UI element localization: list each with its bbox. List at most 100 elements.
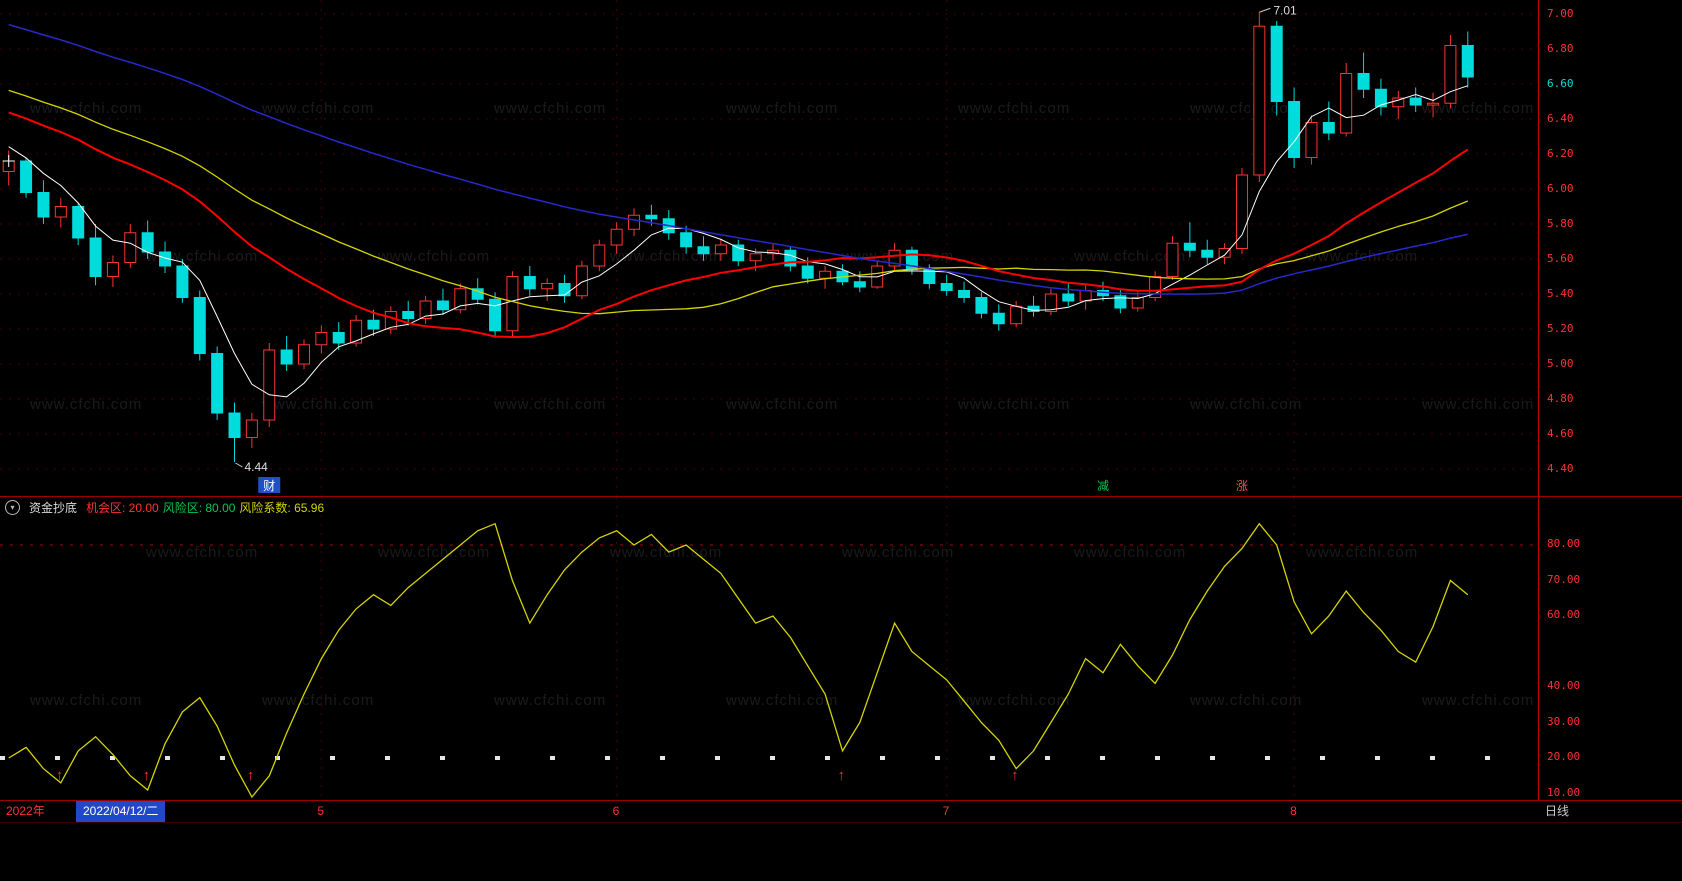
watermark-text: www.cfchi.com	[262, 396, 375, 413]
candle-body	[124, 232, 137, 263]
low-price-label: 4.44	[245, 460, 269, 474]
watermark-text: www.cfchi.com	[1306, 544, 1419, 561]
high-price-label: 7.01	[1273, 3, 1297, 17]
candle-body	[37, 192, 50, 218]
candle-body	[454, 288, 467, 311]
buy-signal-arrow-icon: ↑	[143, 767, 151, 784]
event-marker: 减	[1097, 479, 1109, 493]
watermark-text: www.cfchi.com	[610, 248, 723, 265]
candle-body	[315, 332, 328, 346]
ma-line-MA60	[8, 23, 1468, 295]
buy-signal-arrow-icon: ↑	[56, 767, 64, 784]
ma-line-MA5	[8, 85, 1468, 398]
candle-body	[801, 265, 814, 279]
candle-body	[1114, 295, 1127, 309]
month-label: 7	[942, 804, 950, 818]
price-axis-label: 5.60	[1547, 252, 1574, 265]
year-label: 2022年	[6, 804, 45, 818]
candle-body	[819, 270, 832, 279]
watermark-text: www.cfchi.com	[610, 544, 723, 561]
candle-body	[1374, 88, 1387, 108]
watermark-text: www.cfchi.com	[726, 100, 839, 117]
watermark-text: www.cfchi.com	[494, 396, 607, 413]
price-axis-label: 5.80	[1547, 217, 1574, 230]
price-axis-label: 5.00	[1547, 357, 1574, 370]
main-candlestick-panel[interactable]: 7.01 4.44 财 减 涨	[0, 0, 1538, 496]
watermark-text: www.cfchi.com	[1190, 100, 1303, 117]
watermark-text: www.cfchi.com	[958, 396, 1071, 413]
candle-body	[176, 265, 189, 298]
indicator-params: 机会区: 20.00 风险区: 80.00 风险系数: 65.96	[86, 499, 328, 516]
indicator-collapse-icon[interactable]: ▾	[5, 500, 20, 515]
candle-body	[992, 312, 1005, 325]
candle-body	[1218, 248, 1231, 258]
month-label: 6	[612, 804, 620, 818]
price-axis-label: 4.60	[1547, 427, 1574, 440]
indicator-axis-label: 20.00	[1547, 750, 1581, 763]
watermark-text: www.cfchi.com	[30, 100, 143, 117]
candle-body	[1270, 25, 1283, 102]
watermark-text: www.cfchi.com	[378, 248, 491, 265]
low-pointer	[235, 462, 243, 468]
candle-body	[280, 349, 293, 365]
indicator-axis-label: 60.00	[1547, 608, 1581, 621]
candle-body	[1340, 73, 1353, 134]
watermark-text: www.cfchi.com	[1190, 692, 1303, 709]
event-marker: 涨	[1236, 478, 1248, 493]
watermark-text: www.cfchi.com	[1074, 248, 1187, 265]
price-axis-label: 6.00	[1547, 182, 1574, 195]
watermark-text: www.cfchi.com	[262, 100, 375, 117]
candle-body	[419, 300, 432, 319]
candle-body	[1409, 97, 1422, 106]
buy-signal-arrow-icon: ↑	[247, 767, 255, 784]
candle-body	[888, 249, 901, 267]
cursor-date-badge: 2022/04/12/二	[76, 801, 166, 822]
candle-body	[263, 349, 276, 421]
watermark-text: www.cfchi.com	[30, 396, 143, 413]
candle-body	[628, 214, 641, 230]
watermark-text: www.cfchi.com	[146, 544, 259, 561]
candle-body	[1444, 45, 1457, 104]
candle-body	[1461, 45, 1474, 78]
candle-body	[541, 283, 554, 290]
candle-body	[489, 298, 502, 332]
high-pointer	[1259, 7, 1271, 13]
candle-body	[1253, 25, 1266, 176]
watermark-text: www.cfchi.com	[1190, 396, 1303, 413]
watermark-text: www.cfchi.com	[842, 544, 955, 561]
price-axis-column: 7.00 6.80 6.60 6.40 6.20 6.00 5.80 5.60 5.40 5.20…	[1538, 0, 1682, 822]
candle-body	[506, 276, 519, 332]
watermark-text: www.cfchi.com	[958, 692, 1071, 709]
candle-body	[471, 288, 484, 300]
watermark-text: www.cfchi.com	[378, 544, 491, 561]
candle-body	[297, 344, 310, 365]
indicator-param: 风险区: 80.00	[162, 501, 236, 515]
price-axis-label: 7.00	[1547, 7, 1574, 20]
price-axis-label: 6.20	[1547, 147, 1574, 160]
price-axis-label: 6.80	[1547, 42, 1574, 55]
indicator-panel[interactable]: ↑ ↑ ↑ ↑ ↑	[0, 497, 1538, 800]
indicator-param: 风险系数: 65.96	[239, 501, 325, 515]
candle-body	[593, 244, 606, 267]
price-axis-label: 4.40	[1547, 462, 1574, 475]
candle-body	[558, 283, 571, 297]
candle-body	[1062, 293, 1075, 302]
watermark-text: www.cfchi.com	[726, 396, 839, 413]
candle-body	[54, 206, 67, 218]
indicator-axis-label: 30.00	[1547, 714, 1581, 728]
watermark-text: www.cfchi.com	[262, 692, 375, 709]
candle-body	[575, 265, 588, 297]
candle-body	[940, 283, 953, 291]
candle-body	[20, 160, 33, 193]
indicator-axis-label: 80.00	[1547, 537, 1581, 550]
candle-body	[732, 244, 745, 262]
candle-body	[350, 319, 363, 344]
candle-body	[1166, 242, 1179, 277]
event-marker: 财	[263, 479, 275, 493]
event-badge-bg	[258, 477, 281, 493]
candle-body	[975, 297, 988, 314]
watermark-text: www.cfchi.com	[494, 100, 607, 117]
candle-body	[367, 319, 380, 330]
watermark-text: www.cfchi.com	[30, 692, 143, 709]
candle-body	[1131, 297, 1144, 309]
